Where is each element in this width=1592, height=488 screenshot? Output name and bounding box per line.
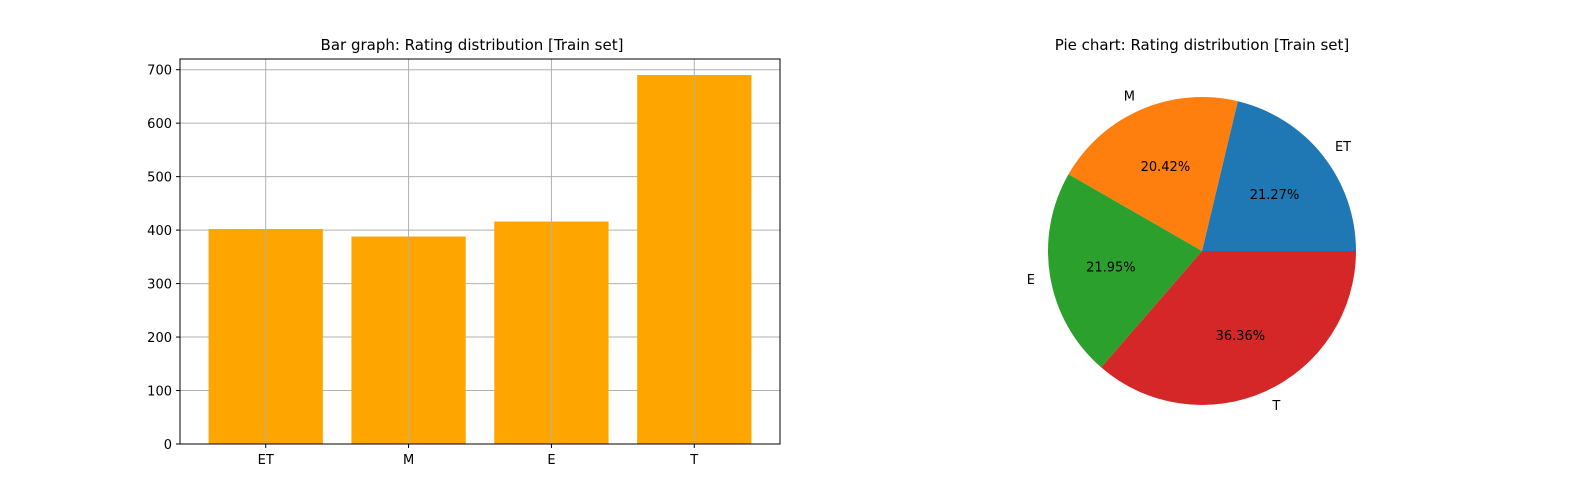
pie-slice-e xyxy=(1047,174,1202,368)
pie-slice-m xyxy=(1068,97,1238,251)
pie-slices xyxy=(1047,97,1356,405)
pie-chart: Pie chart: Rating distribution [Train se… xyxy=(1027,36,1356,414)
bar-y-tick-label: 400 xyxy=(147,224,172,239)
pie-category-label: M xyxy=(1124,89,1135,104)
bar-series xyxy=(208,59,752,445)
bar-x-tick-label: M xyxy=(403,453,414,468)
pie-category-label: E xyxy=(1027,273,1035,288)
bar-y-tick-label: 700 xyxy=(147,64,172,79)
bar-y-tick-label: 600 xyxy=(147,117,172,132)
bar-y-tick-label: 0 xyxy=(164,438,172,453)
bar-y-tick-label: 300 xyxy=(147,278,172,293)
pie-slice-t xyxy=(1101,251,1356,405)
pie-category-label: ET xyxy=(1335,140,1351,155)
bar-y-tick-label: 500 xyxy=(147,171,172,186)
bar-x-axis: ET M E T xyxy=(258,444,698,468)
pie-chart-title: Pie chart: Rating distribution [Train se… xyxy=(1055,36,1349,54)
bar-x-tick-label: T xyxy=(689,453,698,468)
bar-x-tick-label: E xyxy=(547,453,555,468)
bar-plot-frame xyxy=(179,58,781,445)
pie-labels: 21.27% ET 20.42% M 21.95% E 36.36% T xyxy=(1027,89,1351,414)
pie-slice-et xyxy=(1202,101,1356,251)
bar-x-tick-label: ET xyxy=(258,453,274,468)
bar-chart-title: Bar graph: Rating distribution [Train se… xyxy=(321,36,624,54)
bar-y-tick-label: 100 xyxy=(147,385,172,400)
bar-y-tick-label: 200 xyxy=(147,331,172,346)
pie-percent-label: 36.36% xyxy=(1216,329,1266,344)
pie-percent-label: 21.27% xyxy=(1250,188,1300,203)
pie-percent-label: 20.42% xyxy=(1141,160,1191,175)
pie-category-label: T xyxy=(1271,399,1280,414)
pie-percent-label: 21.95% xyxy=(1086,260,1136,275)
bar-y-axis: 0 100 200 300 400 500 600 700 xyxy=(147,64,180,453)
bar-chart: Bar graph: Rating distribution [Train se… xyxy=(147,36,781,468)
